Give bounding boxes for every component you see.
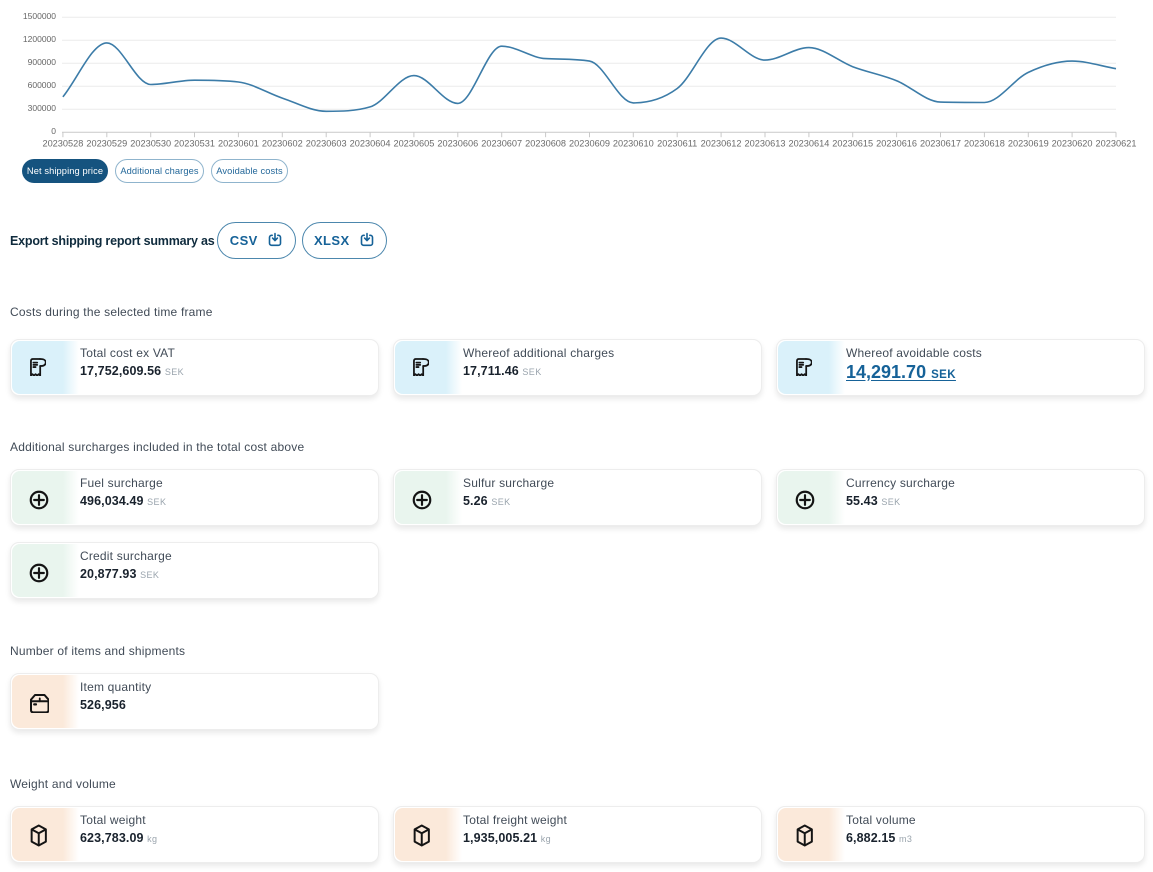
svg-text:20230618: 20230618 (964, 138, 1005, 148)
svg-text:20230606: 20230606 (437, 138, 478, 148)
svg-text:20230615: 20230615 (832, 138, 873, 148)
svg-text:20230531: 20230531 (174, 138, 215, 148)
svg-text:20230614: 20230614 (788, 138, 829, 148)
svg-text:20230530: 20230530 (130, 138, 171, 148)
svg-text:20230604: 20230604 (350, 138, 391, 148)
svg-text:20230620: 20230620 (1052, 138, 1093, 148)
svg-text:20230528: 20230528 (42, 138, 83, 148)
svg-text:20230610: 20230610 (613, 138, 654, 148)
svg-text:300000: 300000 (28, 103, 57, 113)
svg-text:20230612: 20230612 (701, 138, 742, 148)
svg-text:20230616: 20230616 (876, 138, 917, 148)
svg-text:20230605: 20230605 (393, 138, 434, 148)
svg-text:20230619: 20230619 (1008, 138, 1049, 148)
svg-text:0: 0 (51, 126, 56, 136)
svg-text:600000: 600000 (28, 80, 57, 90)
svg-text:20230621: 20230621 (1096, 138, 1137, 148)
svg-text:1500000: 1500000 (23, 11, 56, 21)
svg-text:20230602: 20230602 (262, 138, 303, 148)
svg-text:20230609: 20230609 (569, 138, 610, 148)
svg-text:20230617: 20230617 (920, 138, 961, 148)
svg-text:20230529: 20230529 (86, 138, 127, 148)
svg-text:20230607: 20230607 (481, 138, 522, 148)
svg-text:1200000: 1200000 (23, 34, 56, 44)
svg-text:900000: 900000 (28, 57, 57, 67)
svg-text:20230601: 20230601 (218, 138, 259, 148)
svg-text:20230611: 20230611 (657, 138, 697, 148)
svg-text:20230603: 20230603 (306, 138, 347, 148)
svg-text:20230613: 20230613 (745, 138, 786, 148)
svg-text:20230608: 20230608 (525, 138, 566, 148)
